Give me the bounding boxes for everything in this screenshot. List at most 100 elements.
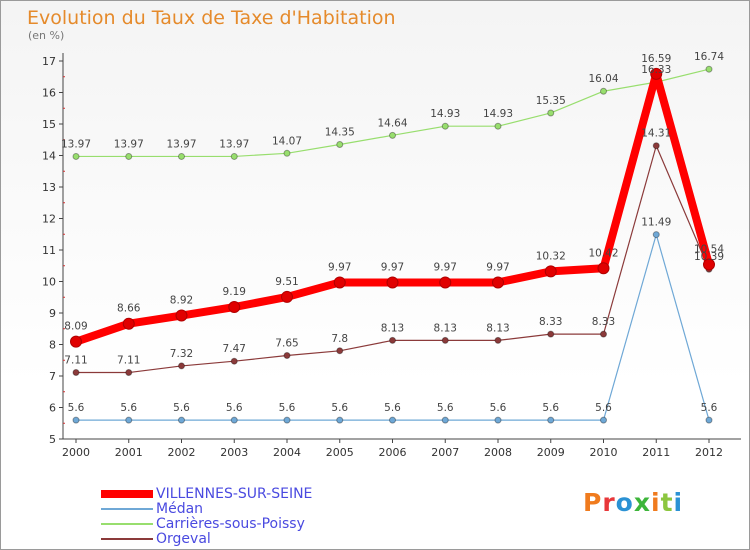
y-tick-label: 16: [42, 87, 56, 100]
data-label-carrieres-sous-poissy: 14.07: [272, 135, 302, 147]
data-label-carrieres-sous-poissy: 14.93: [430, 108, 460, 120]
data-label-medan: 5.6: [595, 402, 612, 414]
y-tick-label: 10: [42, 276, 56, 289]
data-label-medan: 11.49: [641, 217, 671, 229]
data-label-carrieres-sous-poissy: 16.33: [641, 64, 671, 76]
data-label-villennes-sur-seine: 8.09: [64, 321, 87, 333]
data-point-medan: [547, 416, 555, 424]
legend-item-medan: Médan: [101, 501, 431, 517]
y-tick-label: 15: [42, 118, 56, 131]
data-label-medan: 5.6: [701, 402, 718, 414]
data-label-villennes-sur-seine: 16.59: [641, 53, 671, 65]
data-label-orgeval: 10.39: [694, 251, 724, 263]
data-label-villennes-sur-seine: 8.66: [117, 303, 141, 315]
data-label-medan: 5.6: [331, 402, 348, 414]
y-tick-label: 9: [49, 307, 56, 320]
data-label-orgeval: 7.32: [170, 348, 193, 360]
data-label-villennes-sur-seine: 9.19: [223, 286, 246, 298]
data-point-villennes-sur-seine: [544, 265, 557, 278]
data-point-carrieres-sous-poissy: [336, 140, 344, 148]
x-tick-label: 2006: [379, 446, 407, 459]
data-label-villennes-sur-seine: 10.42: [588, 247, 618, 259]
data-label-orgeval: 14.31: [641, 128, 671, 140]
data-label-villennes-sur-seine: 9.97: [434, 261, 457, 273]
data-label-orgeval: 7.47: [223, 343, 246, 355]
data-point-villennes-sur-seine: [228, 301, 241, 314]
data-label-orgeval: 7.65: [275, 338, 298, 350]
data-point-carrieres-sous-poissy: [389, 131, 396, 139]
legend-swatch: [101, 538, 153, 540]
data-point-villennes-sur-seine: [703, 258, 715, 271]
data-label-carrieres-sous-poissy: 13.97: [114, 138, 144, 150]
legend-item-orgeval: Orgeval: [101, 531, 431, 547]
data-point-medan: [125, 416, 133, 424]
legend-item-villennes-sur-seine: VILLENNES-SUR-SEINE: [101, 486, 431, 502]
data-label-carrieres-sous-poissy: 16.04: [588, 73, 618, 85]
legend-label: Orgeval: [156, 531, 211, 547]
y-tick-label: 7: [49, 370, 56, 383]
x-tick-label: 2011: [642, 446, 670, 459]
legend: VILLENNES-SUR-SEINE Médan Carrières-sous-P…: [101, 486, 431, 547]
data-point-orgeval: [652, 142, 660, 150]
data-point-villennes-sur-seine: [281, 290, 293, 303]
data-point-orgeval: [125, 369, 133, 377]
data-point-villennes-sur-seine: [70, 335, 82, 348]
y-tick-label: 12: [42, 213, 56, 226]
logo-letter: x: [633, 488, 651, 517]
logo-letter: P: [583, 488, 603, 517]
data-point-medan: [389, 416, 396, 424]
y-tick-label: 11: [42, 244, 56, 257]
data-label-villennes-sur-seine: 10.32: [536, 250, 566, 262]
x-tick-label: 2004: [273, 446, 301, 459]
data-point-orgeval: [547, 330, 555, 338]
data-label-carrieres-sous-poissy: 14.64: [377, 117, 407, 129]
data-point-medan: [705, 416, 713, 424]
data-point-medan: [72, 416, 80, 424]
data-point-villennes-sur-seine: [175, 309, 188, 322]
logo-letter: t: [660, 488, 674, 517]
x-tick-label: 2009: [537, 446, 565, 459]
y-tick-label: 8: [49, 339, 56, 352]
data-point-orgeval: [178, 362, 185, 370]
data-point-villennes-sur-seine: [650, 67, 663, 80]
data-point-villennes-sur-seine: [439, 276, 452, 289]
x-tick-label: 2000: [62, 446, 90, 459]
data-label-orgeval: 8.13: [434, 322, 457, 334]
data-point-medan: [494, 416, 502, 424]
logo-letter: i: [673, 488, 684, 517]
data-point-villennes-sur-seine: [597, 262, 610, 275]
data-point-medan: [441, 416, 449, 424]
data-label-medan: 5.6: [384, 402, 401, 414]
data-label-orgeval: 8.33: [592, 316, 615, 328]
y-tick-label: 5: [49, 433, 56, 446]
data-point-carrieres-sous-poissy: [600, 87, 607, 95]
y-tick-label: 6: [49, 402, 56, 415]
data-point-medan: [283, 416, 291, 424]
data-point-villennes-sur-seine: [333, 276, 346, 289]
legend-swatch: [101, 490, 153, 498]
legend-item-carrieres-sous-poissy: Carrières-sous-Poissy: [101, 516, 431, 532]
data-point-villennes-sur-seine: [122, 317, 135, 330]
legend-swatch: [101, 523, 153, 525]
legend-swatch: [101, 508, 153, 510]
data-point-carrieres-sous-poissy: [547, 109, 555, 117]
unit-label: (en %): [28, 29, 65, 42]
data-label-orgeval: 8.33: [539, 316, 562, 328]
legend-label: VILLENNES-SUR-SEINE: [156, 486, 313, 502]
data-label-villennes-sur-seine: 8.92: [170, 295, 193, 307]
data-label-carrieres-sous-poissy: 13.97: [166, 138, 196, 150]
data-point-medan: [336, 416, 344, 424]
chart-title: Evolution du Taux de Taxe d'Habitation: [27, 7, 396, 29]
data-point-villennes-sur-seine: [386, 276, 399, 289]
data-label-orgeval: 7.11: [64, 355, 87, 367]
data-point-carrieres-sous-poissy: [441, 122, 449, 130]
data-label-carrieres-sous-poissy: 16.74: [694, 51, 724, 63]
data-point-carrieres-sous-poissy: [283, 149, 291, 157]
data-label-carrieres-sous-poissy: 13.97: [219, 138, 249, 150]
data-point-orgeval: [336, 347, 344, 355]
data-point-orgeval: [72, 369, 80, 377]
legend-label: Médan: [156, 501, 204, 517]
data-label-orgeval: 8.13: [381, 322, 404, 334]
logo-letter: o: [615, 488, 634, 517]
data-label-medan: 5.6: [490, 402, 507, 414]
